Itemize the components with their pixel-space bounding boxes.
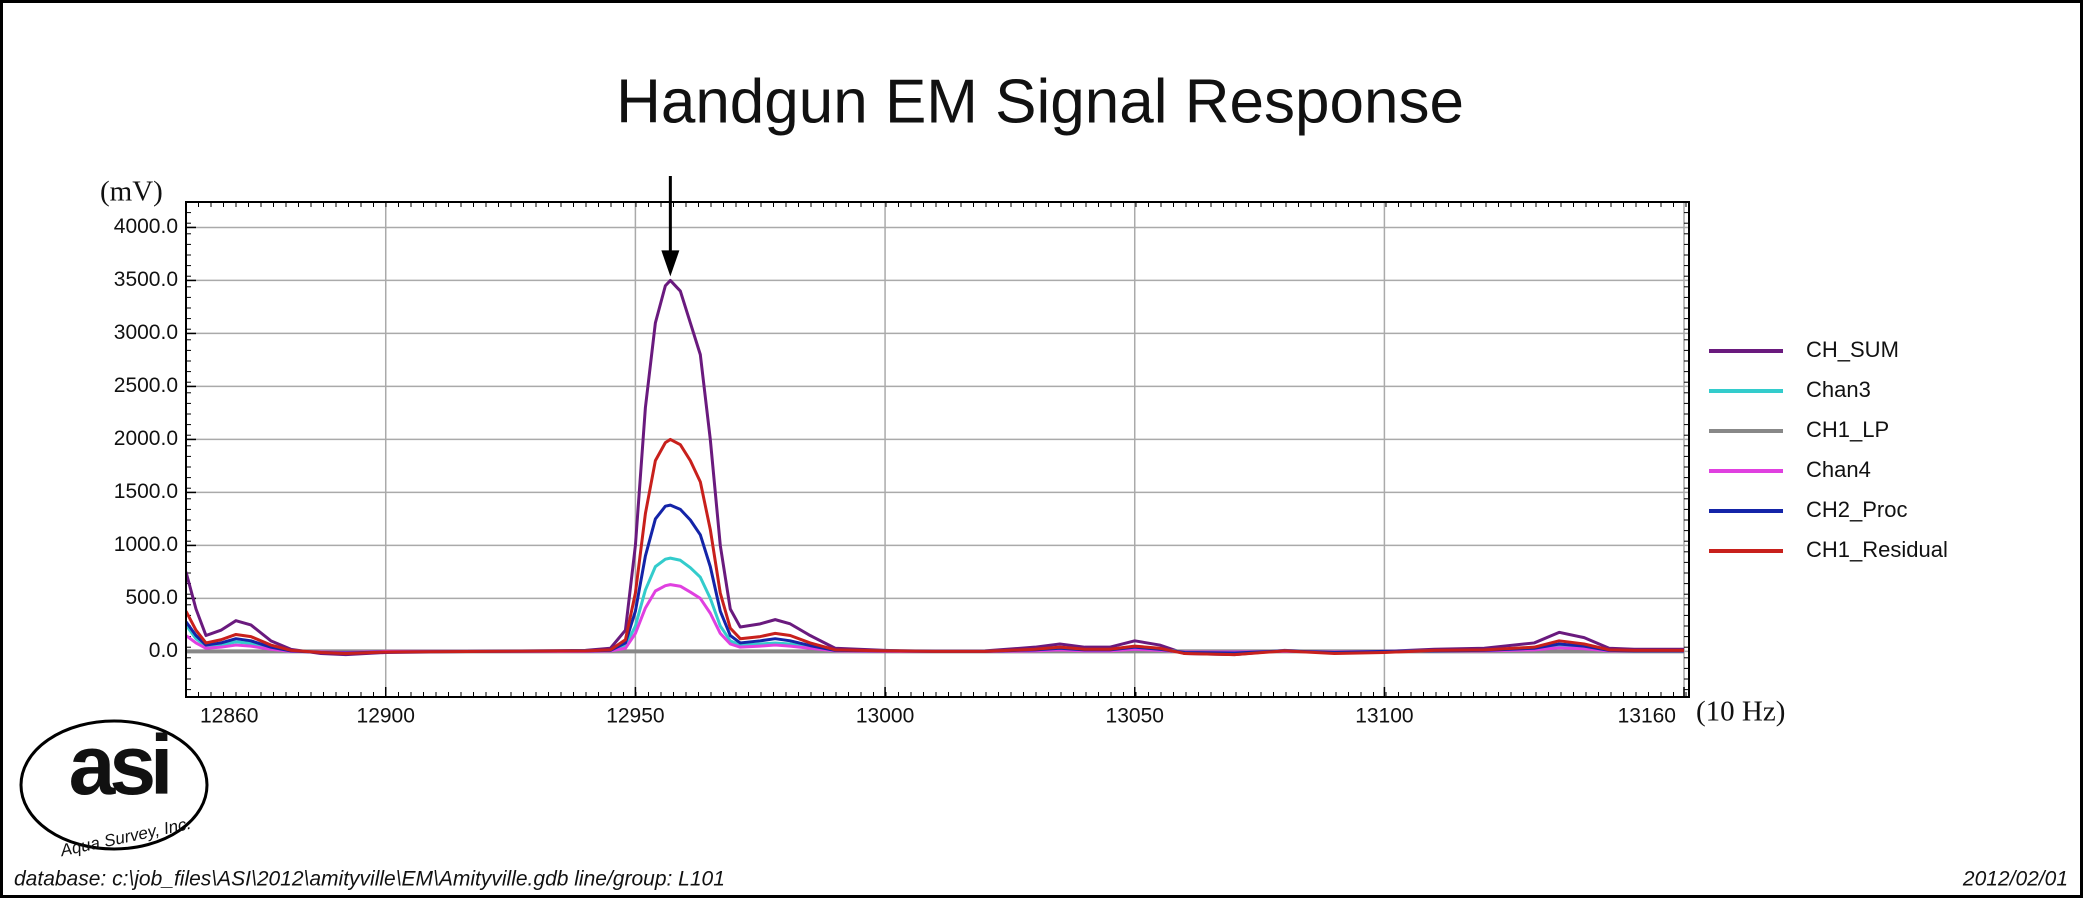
y-tick-label: 4000.0 [114, 215, 178, 238]
x-tick-label: 13000 [856, 705, 914, 728]
series-line [186, 437, 1685, 657]
date: 2012/02/01 [1962, 868, 2068, 891]
logo-ellipse [19, 719, 209, 851]
x-axis-label: (10 Hz) [1696, 696, 1785, 728]
legend-label: CH1_Residual [1806, 537, 1948, 562]
x-tick-label: 12950 [606, 705, 664, 728]
y-tick-label: 500.0 [125, 586, 178, 609]
logo-text: asi [69, 718, 168, 812]
y-tick-label: 0.0 [149, 639, 178, 662]
x-tick-label: 13160 [1618, 705, 1676, 728]
x-tick-label: 13050 [1106, 705, 1164, 728]
legend-label: CH1_LP [1806, 417, 1889, 442]
chart-title: Handgun EM Signal Response [616, 67, 1464, 136]
plot-frame [185, 201, 1690, 698]
y-tick-label: 3000.0 [114, 321, 178, 344]
x-tick-label: 13100 [1355, 705, 1413, 728]
y-tick-label: 1000.0 [114, 533, 178, 556]
legend-label: CH2_Proc [1806, 497, 1907, 522]
legend-label: CH_SUM [1806, 337, 1899, 362]
y-tick-label: 3500.0 [114, 268, 178, 291]
x-tick-label: 12860 [200, 705, 258, 728]
legend-label: Chan4 [1806, 457, 1871, 482]
legend-label: Chan3 [1806, 377, 1871, 402]
x-tick-label: 12900 [357, 705, 415, 728]
y-axis-label: (mV) [100, 176, 163, 208]
footer: database: c:\job_files\ASI\2012\amityvil… [14, 868, 725, 891]
arrow-head [661, 250, 680, 277]
y-tick-label: 2500.0 [114, 374, 178, 397]
y-tick-label: 1500.0 [114, 480, 178, 503]
y-tick-label: 2000.0 [114, 427, 178, 450]
